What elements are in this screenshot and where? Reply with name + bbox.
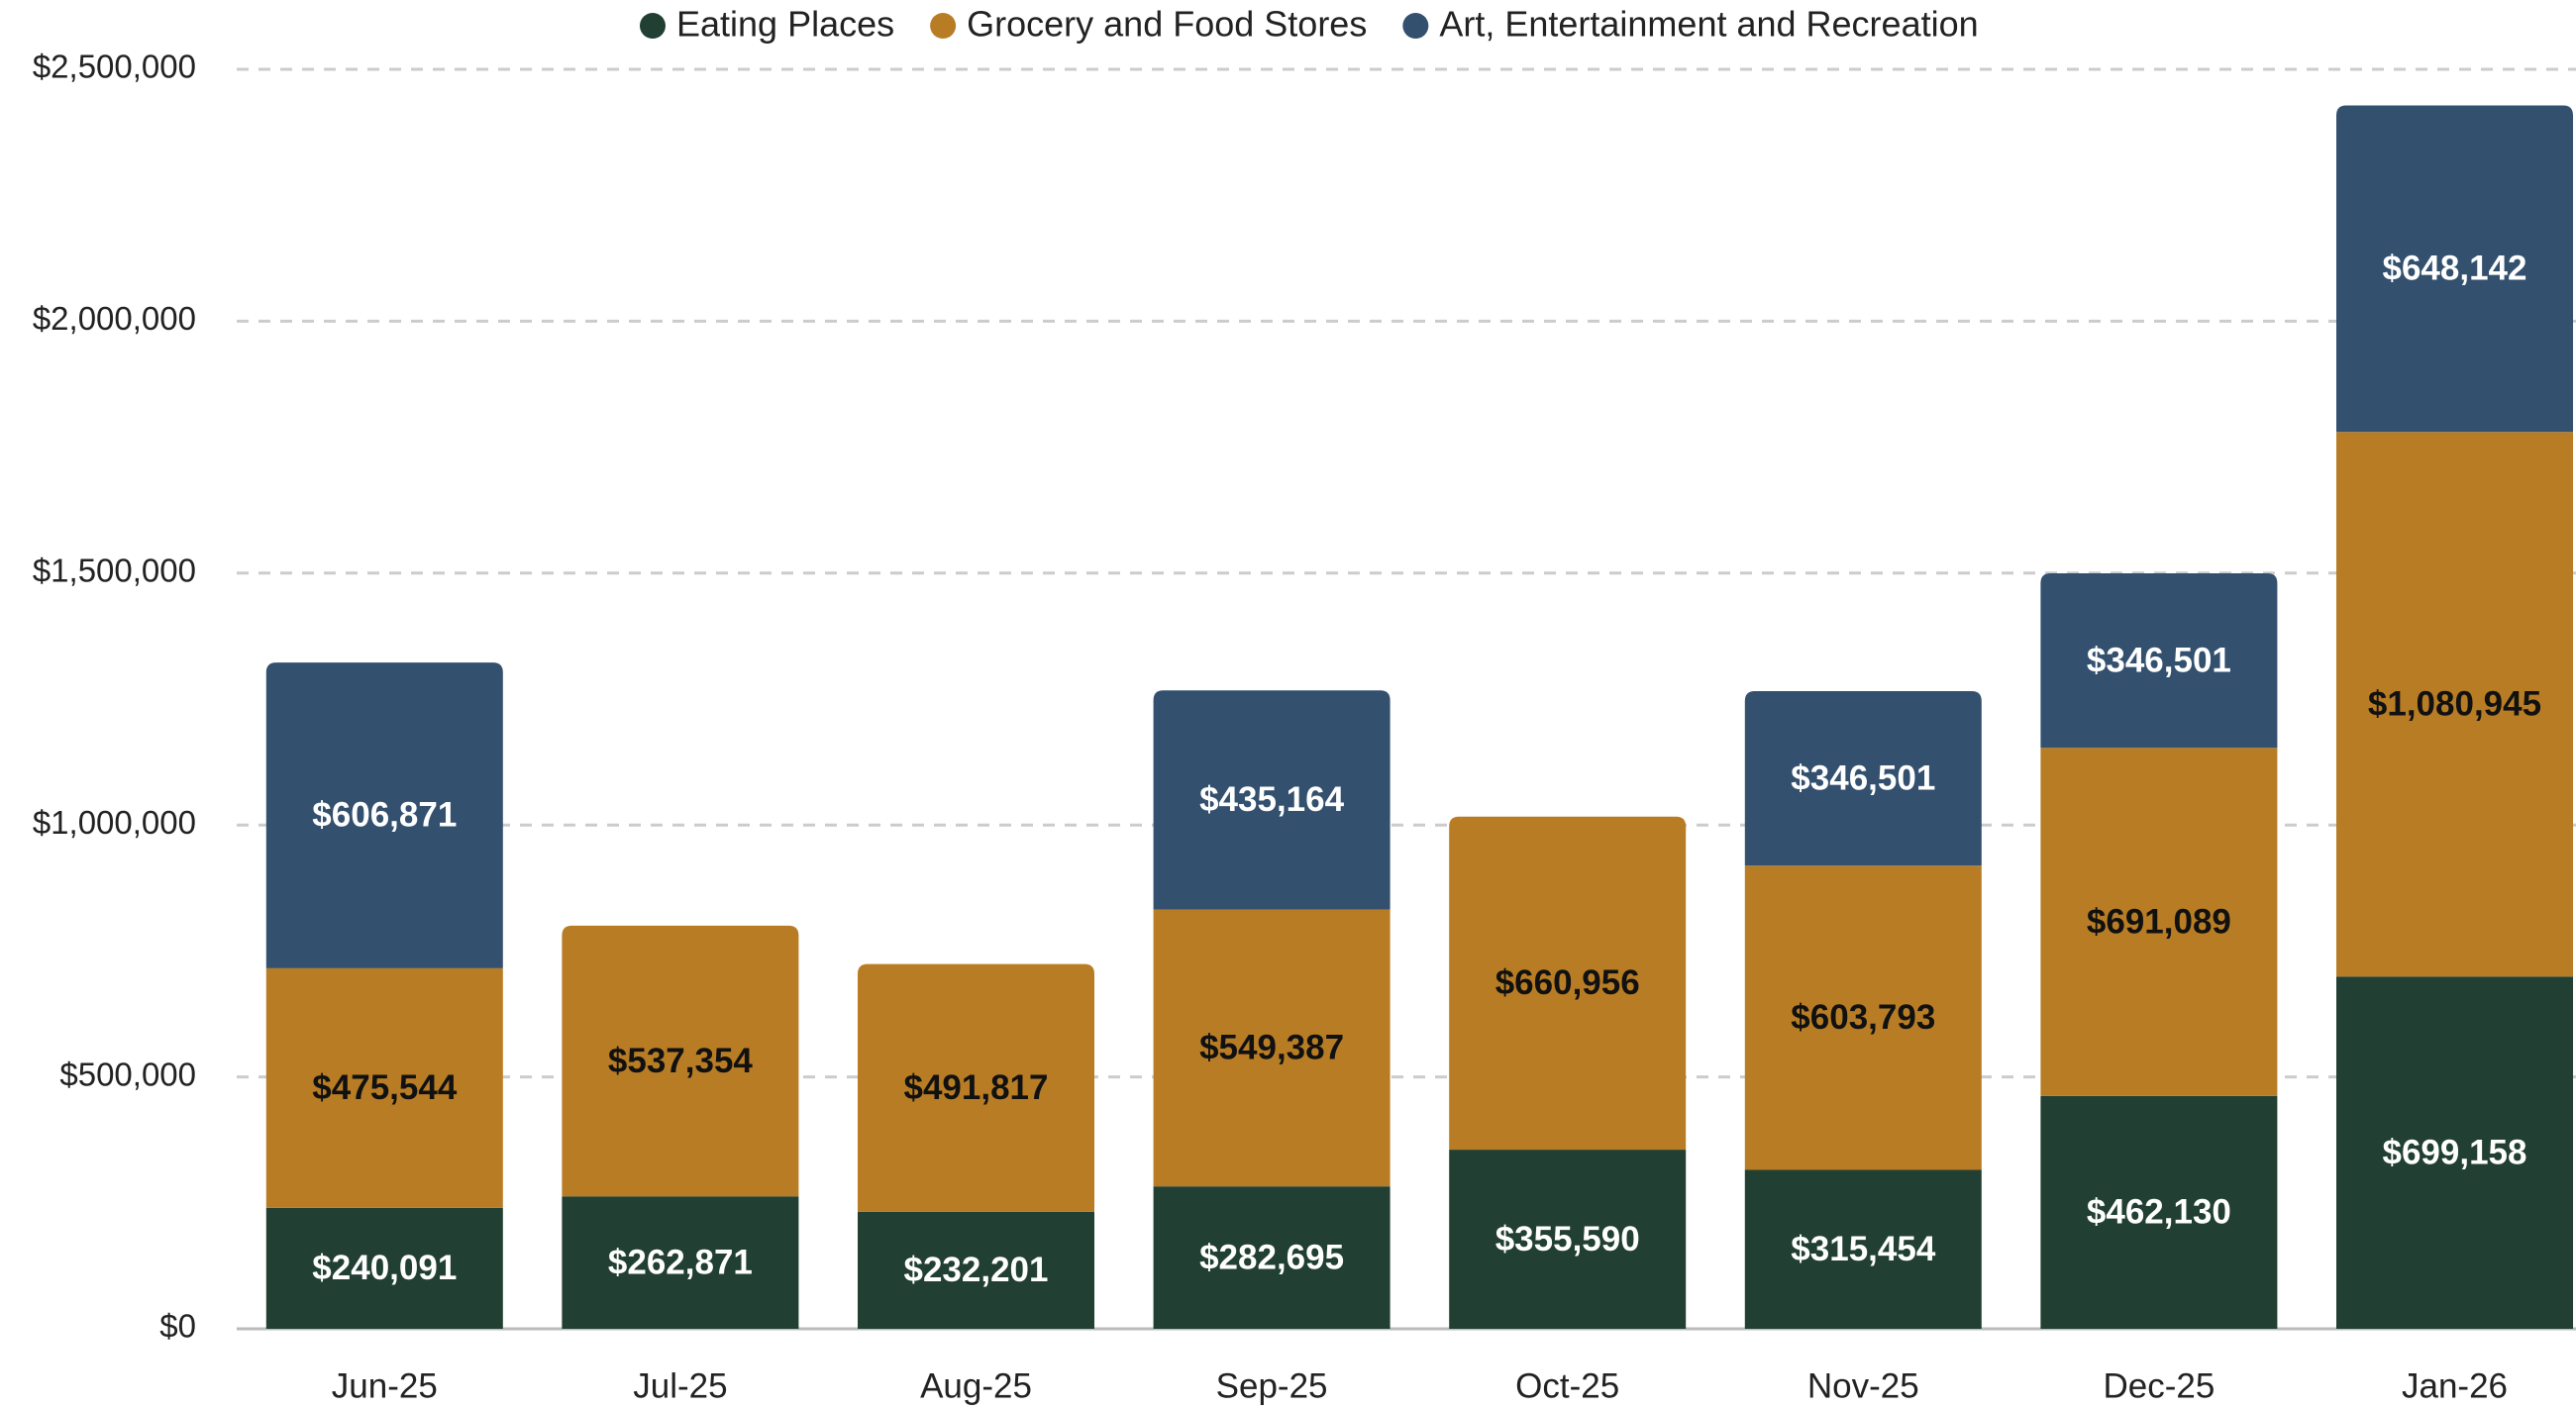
bar-segment	[1744, 690, 1982, 866]
data-label: $491,817	[904, 1068, 1049, 1107]
bar-segment	[562, 925, 799, 1197]
bar-segment	[1744, 1169, 1982, 1329]
bar-segment	[2336, 976, 2573, 1329]
bar-segment	[562, 1196, 799, 1329]
y-tick-label: $2,500,000	[33, 49, 196, 85]
bar-segment	[2336, 432, 2573, 977]
data-label: $232,201	[904, 1251, 1049, 1289]
data-label: $462,130	[2087, 1193, 2231, 1232]
x-tick-label: Aug-25	[920, 1366, 1032, 1405]
data-label: $549,387	[1199, 1029, 1344, 1067]
bar-segment	[2336, 105, 2573, 433]
bar-segment	[2040, 1095, 2278, 1329]
legend-swatch	[1402, 13, 1429, 39]
bar-segment	[858, 1211, 1094, 1329]
data-label: $648,142	[2383, 250, 2527, 288]
data-label: $346,501	[1791, 758, 1935, 797]
data-label: $315,454	[1791, 1230, 1936, 1268]
y-tick-label: $1,500,000	[33, 553, 196, 589]
data-label: $691,089	[2087, 902, 2231, 941]
y-tick-label: $2,000,000	[33, 300, 196, 337]
bar-segment	[1153, 1186, 1391, 1329]
y-tick-label: $500,000	[59, 1056, 196, 1092]
legend-swatch	[639, 13, 666, 39]
bar-segment	[1153, 690, 1391, 910]
bar-segment	[2040, 748, 2278, 1096]
data-label: $346,501	[2087, 641, 2231, 679]
y-tick-label: $0	[159, 1308, 196, 1345]
x-tick-label: Jun-25	[332, 1366, 438, 1405]
bar-segment	[265, 1207, 503, 1329]
y-tick-label: $1,000,000	[33, 804, 196, 841]
x-tick-label: Sep-25	[1216, 1366, 1328, 1405]
data-label: $603,793	[1791, 998, 1935, 1037]
legend-label: Art, Entertainment and Recreation	[1439, 4, 1978, 45]
data-label: $606,871	[312, 796, 457, 835]
x-tick-label: Nov-25	[1807, 1366, 1919, 1405]
legend: Eating Places Grocery and Food Stores Art,…	[639, 4, 1979, 45]
bar-segment	[1153, 909, 1391, 1187]
legend-label: Eating Places	[676, 4, 894, 45]
bar-segment	[1449, 1150, 1687, 1329]
bar-segment	[265, 662, 503, 968]
data-label: $1,080,945	[2368, 685, 2541, 724]
x-tick-label: Jul-25	[633, 1366, 727, 1405]
data-label: $282,695	[1199, 1238, 1344, 1276]
x-tick-label: Dec-25	[2103, 1366, 2215, 1405]
data-label: $475,544	[312, 1068, 458, 1107]
data-label: $699,158	[2383, 1133, 2527, 1171]
bar-segment	[1449, 816, 1687, 1151]
data-label: $660,956	[1495, 963, 1640, 1002]
bar-segment	[265, 967, 503, 1208]
data-label: $537,354	[608, 1042, 754, 1080]
bar-segment	[2040, 572, 2278, 749]
legend-swatch	[930, 13, 957, 39]
data-label: $262,871	[608, 1243, 753, 1281]
bar-segment	[1744, 865, 1982, 1170]
x-tick-label: Jan-26	[2402, 1366, 2508, 1405]
data-label: $240,091	[312, 1249, 457, 1287]
x-tick-label: Oct-25	[1515, 1366, 1619, 1405]
bar-segment	[858, 963, 1094, 1212]
legend-label: Grocery and Food Stores	[967, 4, 1367, 45]
data-label: $355,590	[1495, 1220, 1640, 1259]
data-label: $435,164	[1199, 780, 1345, 819]
